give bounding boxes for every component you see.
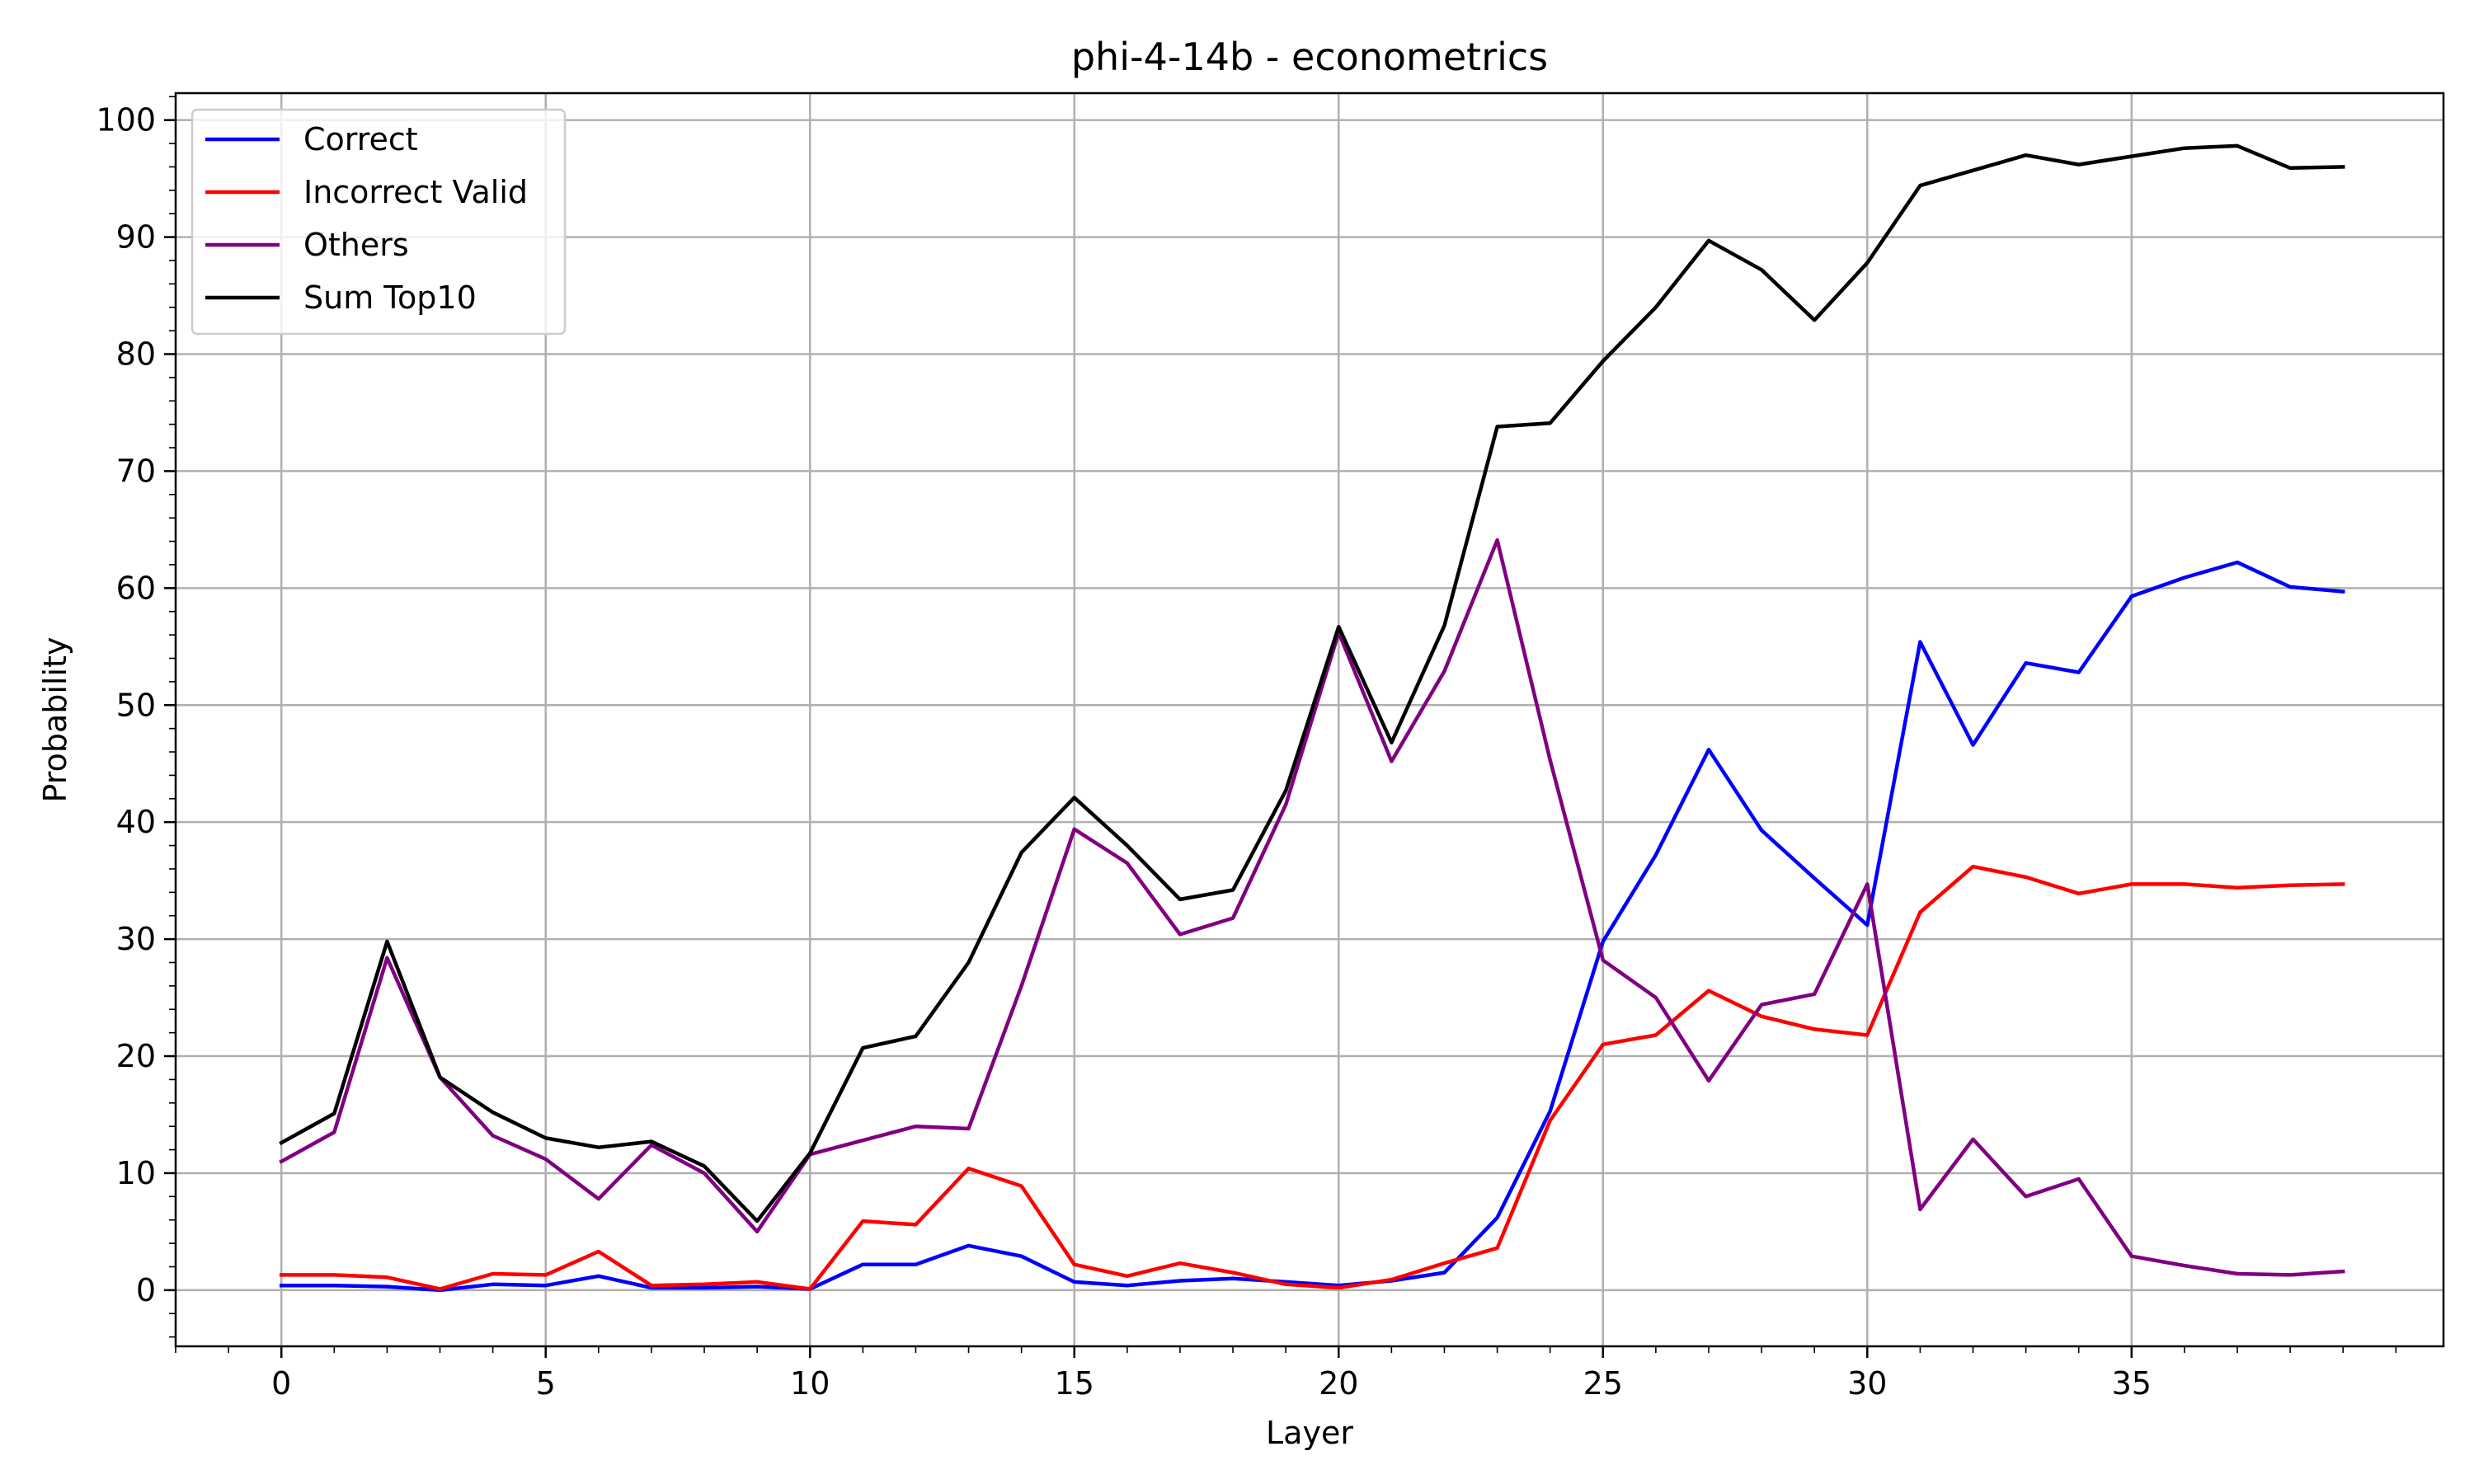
legend-box <box>190 108 567 336</box>
x-tick-label: 15 <box>1055 1365 1094 1402</box>
y-tick-label: 100 <box>96 102 156 139</box>
series-line-others <box>279 538 2345 1277</box>
series-line-sum-top10 <box>279 143 2345 1223</box>
series-line-incorrect-valid <box>279 864 2345 1291</box>
legend-label: Incorrect Valid <box>303 174 528 210</box>
x-tick-label: 10 <box>790 1365 830 1402</box>
y-tick-label: 90 <box>116 219 156 256</box>
legend-label: Correct <box>303 121 418 157</box>
y-tick-label: 40 <box>116 804 156 840</box>
y-tick-label: 80 <box>116 336 156 372</box>
plot-frame <box>174 92 2445 1348</box>
x-tick-label: 5 <box>536 1365 556 1402</box>
series-lines <box>279 143 2345 1293</box>
chart-title: phi-4-14b - econometrics <box>1071 35 1548 79</box>
x-axis-label: Layer <box>1266 1415 1353 1451</box>
y-tick-label: 50 <box>116 687 156 723</box>
y-tick-label: 0 <box>136 1272 156 1308</box>
legend-label: Sum Top10 <box>303 279 477 316</box>
legend: Correct Incorrect Valid Others Sum Top10 <box>190 108 567 336</box>
series-line-correct <box>279 560 2345 1293</box>
y-tick-label: 20 <box>116 1038 156 1074</box>
x-tick-label: 35 <box>2112 1365 2152 1402</box>
y-tick-label: 60 <box>116 570 156 606</box>
grid <box>176 93 2443 1346</box>
y-tick-label: 70 <box>116 453 156 489</box>
x-tick-label: 0 <box>271 1365 291 1402</box>
y-tick-label: 10 <box>116 1155 156 1191</box>
legend-label: Others <box>303 227 409 263</box>
axis-ticks: 0 5 10 15 20 25 30 35 0 10 20 30 40 50 60 70 80 90 100 <box>96 96 2397 1402</box>
y-axis-label: Probability <box>37 637 73 803</box>
y-tick-label: 30 <box>116 921 156 957</box>
x-tick-label: 25 <box>1583 1365 1623 1402</box>
x-tick-label: 30 <box>1847 1365 1887 1402</box>
x-tick-label: 20 <box>1319 1365 1358 1402</box>
